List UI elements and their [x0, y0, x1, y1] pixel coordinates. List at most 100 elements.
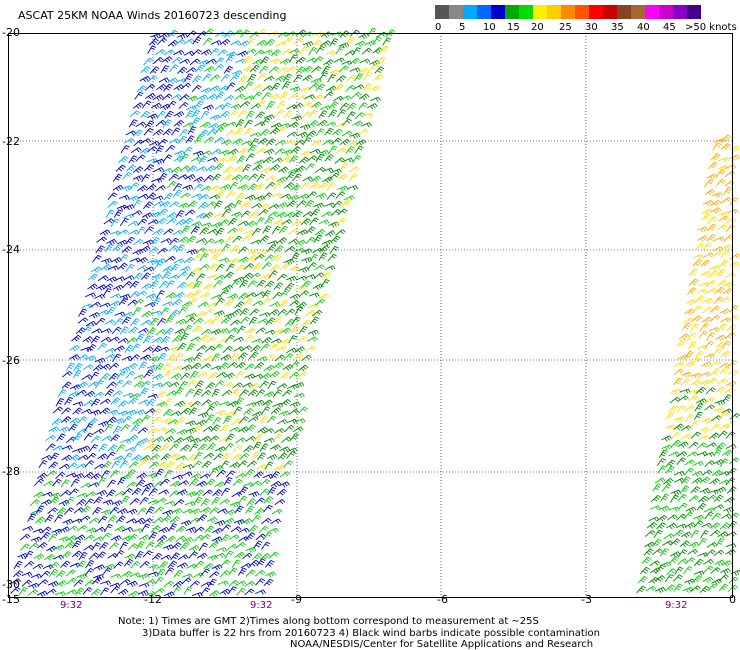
wind-barb [231, 308, 242, 316]
wind-barb [694, 295, 705, 303]
wind-barb [193, 489, 205, 497]
wind-barb [654, 477, 666, 484]
wind-barb [240, 316, 250, 324]
wind-barb [233, 519, 245, 526]
wind-barb [254, 253, 265, 261]
wind-barb [220, 184, 232, 191]
wind-barb [97, 515, 108, 524]
wind-barb [135, 540, 145, 550]
wind-barb [200, 49, 212, 56]
wind-barb [125, 236, 135, 245]
wind-barb [729, 145, 740, 152]
wind-barb [215, 91, 225, 100]
wind-barb [99, 302, 111, 308]
wind-barb [186, 165, 198, 173]
colorbar-label: 15 [507, 22, 520, 33]
wind-barb [114, 345, 125, 352]
wind-barb [270, 338, 282, 344]
wind-barb [260, 343, 270, 352]
wind-barb [719, 308, 731, 315]
wind-barb [192, 318, 204, 325]
wind-barb [78, 308, 87, 317]
wind-barb [247, 144, 257, 153]
wind-barb [268, 66, 279, 74]
wind-barb [189, 517, 201, 524]
wind-barb [670, 538, 681, 546]
wind-barb [257, 426, 269, 434]
wind-barb [311, 40, 323, 47]
wind-barb [265, 175, 277, 181]
wind-barb [678, 395, 689, 402]
wind-barb [156, 391, 167, 398]
wind-barb [110, 293, 122, 299]
wind-barb [286, 451, 296, 459]
wind-barb [155, 119, 167, 127]
wind-barb [184, 281, 196, 289]
wind-barb [176, 489, 188, 496]
wind-barb [345, 146, 355, 154]
wind-barb [149, 317, 160, 326]
wind-barb [172, 586, 182, 595]
wind-barb [200, 87, 212, 94]
wind-barb [660, 493, 670, 502]
pass-time-label: 9:32 [250, 600, 273, 611]
wind-barb [101, 258, 113, 265]
wind-barb [65, 496, 75, 505]
wind-barb [128, 461, 139, 469]
wind-barb [308, 110, 319, 118]
wind-barb [248, 525, 258, 533]
colorbar-swatch [589, 5, 603, 19]
wind-barb [224, 298, 234, 307]
wind-barb [245, 546, 257, 553]
colorbar-label: 40 [637, 22, 650, 33]
wind-barb [239, 279, 249, 288]
wind-barb [154, 506, 165, 514]
wind-barb [192, 253, 203, 262]
wind-barb [263, 496, 274, 504]
wind-barb [69, 454, 80, 462]
wind-barb [681, 371, 692, 378]
wind-barb [269, 127, 280, 135]
wind-barb [122, 311, 134, 318]
wind-barb [181, 471, 193, 477]
wind-barb [191, 49, 202, 57]
wind-barb [699, 379, 710, 387]
wind-barb [134, 91, 144, 100]
wind-barb [720, 134, 732, 142]
wind-barb [262, 156, 274, 164]
wind-barb [215, 298, 225, 306]
map-frame [8, 33, 733, 598]
wind-barb [335, 46, 345, 55]
wind-barb [173, 119, 185, 127]
wind-barb [115, 164, 126, 172]
wind-barb [181, 225, 191, 234]
wind-barb [143, 57, 154, 66]
wind-barb [254, 570, 266, 577]
wind-barb [329, 69, 341, 76]
wind-barb [293, 382, 305, 389]
wind-barb [224, 442, 234, 451]
wind-barb [128, 195, 140, 202]
wind-barb [141, 523, 151, 532]
wind-barb [188, 545, 200, 552]
wind-barb [193, 150, 204, 157]
wind-barb [126, 580, 138, 587]
wind-barb [710, 207, 722, 214]
wind-barb [185, 67, 197, 74]
wind-barb [173, 49, 185, 56]
wind-barb [345, 37, 356, 45]
wind-barb [166, 100, 177, 109]
wind-barb [256, 173, 266, 182]
wind-barb [174, 150, 186, 157]
wind-barb [324, 154, 335, 162]
wind-barb [57, 389, 67, 398]
wind-barb [174, 39, 186, 46]
wind-barb [684, 350, 694, 360]
wind-barb [690, 372, 702, 379]
wind-barb [315, 128, 325, 137]
wind-barb [18, 587, 28, 596]
wind-barb [173, 111, 185, 118]
wind-barb [139, 455, 151, 462]
wind-barb [212, 416, 222, 426]
wind-barb [260, 273, 272, 281]
